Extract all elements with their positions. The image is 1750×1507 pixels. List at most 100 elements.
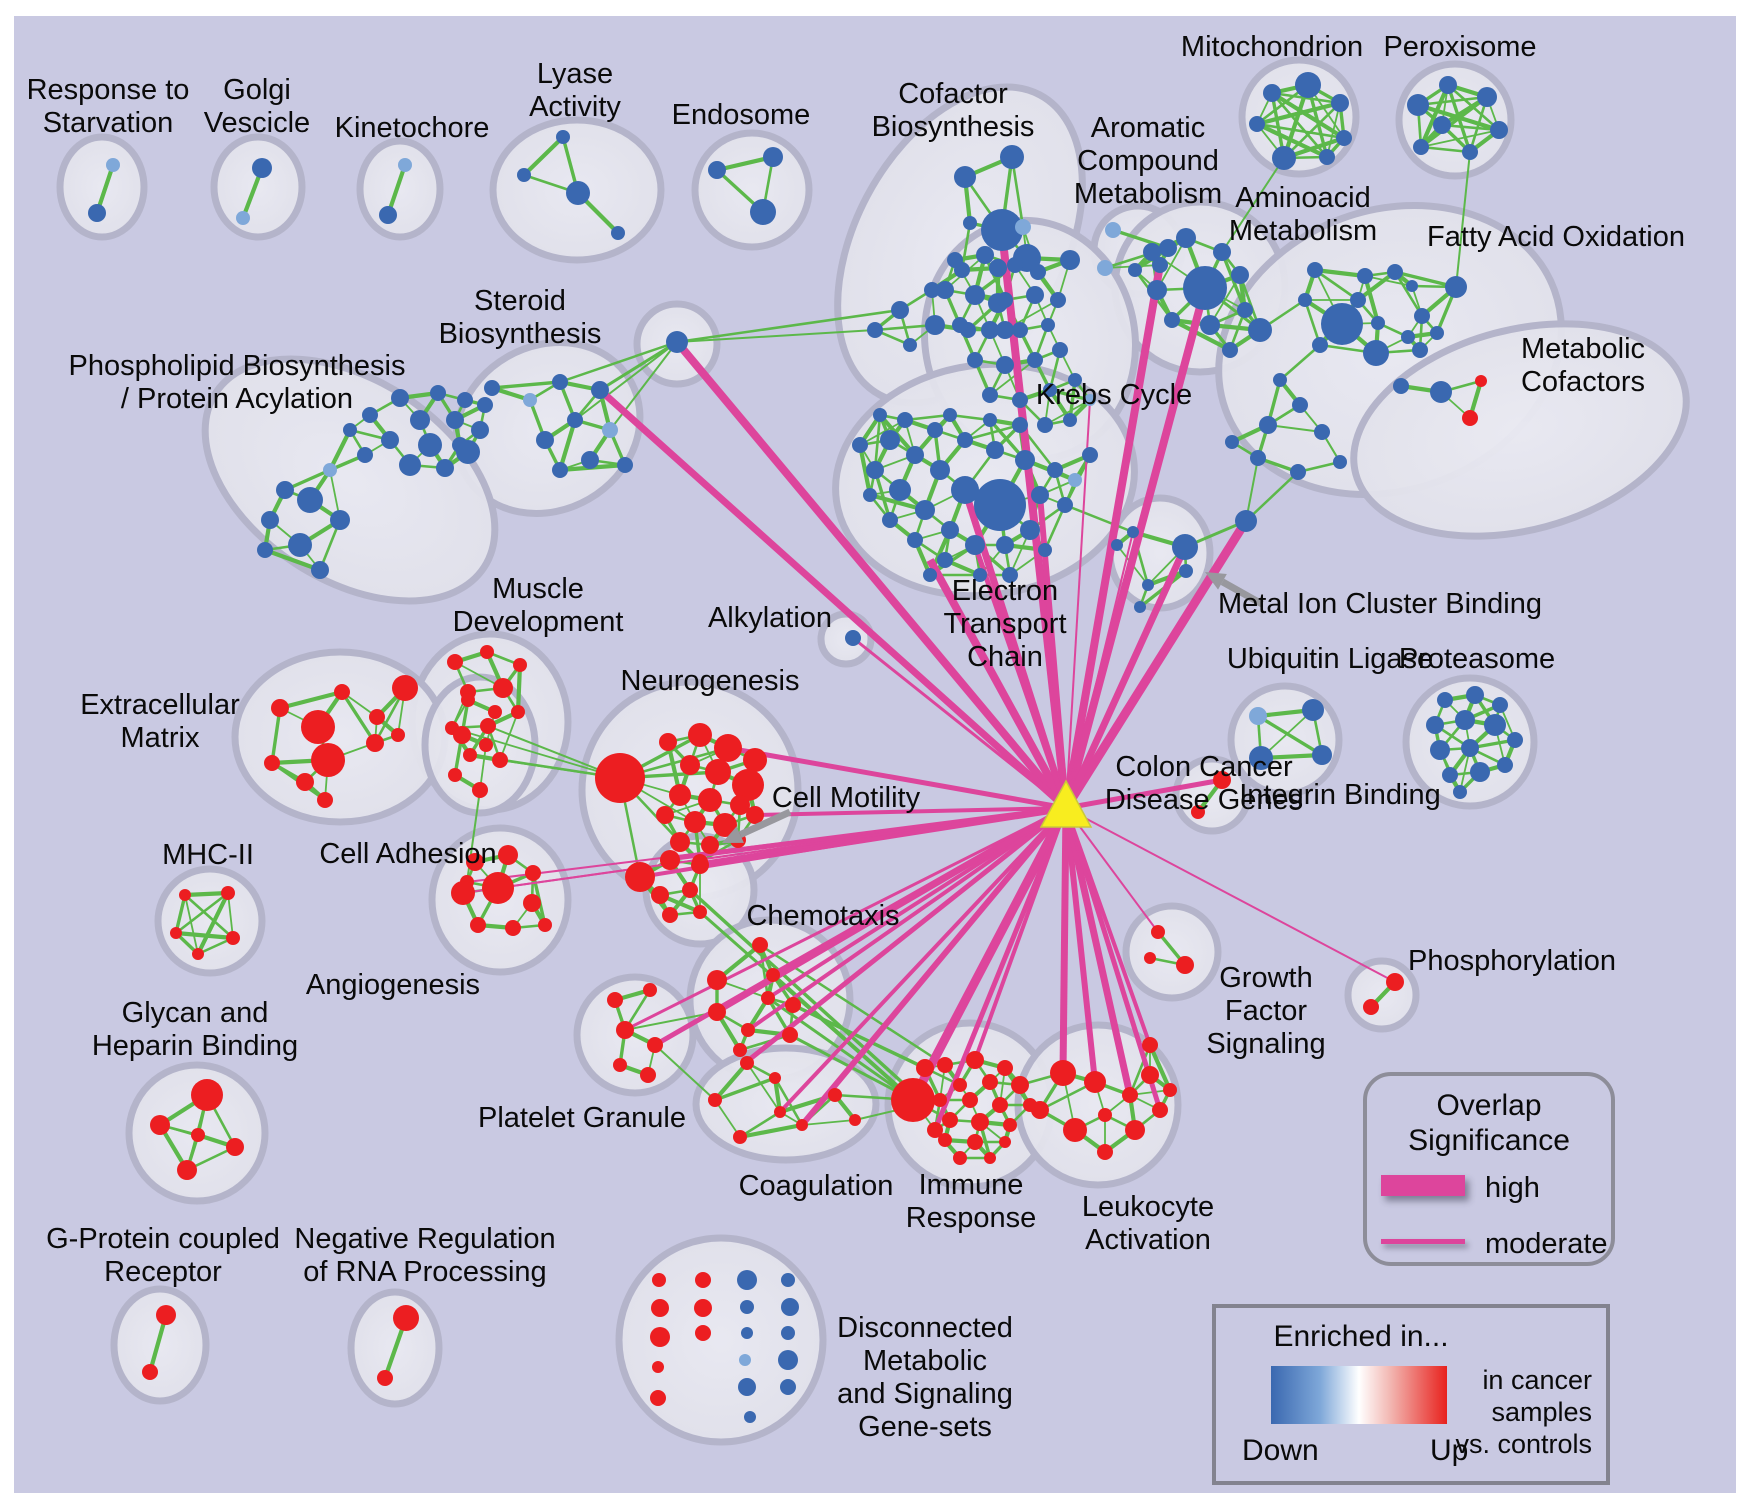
gene-set-node[interactable] <box>1057 497 1073 513</box>
gene-set-node[interactable] <box>377 1370 393 1386</box>
gene-set-node[interactable] <box>1147 280 1167 300</box>
gene-set-node[interactable] <box>1492 697 1508 713</box>
gene-set-node[interactable] <box>1406 280 1418 292</box>
gene-set-node[interactable] <box>1127 526 1139 538</box>
gene-set-node[interactable] <box>996 356 1014 374</box>
gene-set-node[interactable] <box>1312 337 1328 353</box>
gene-set-node[interactable] <box>1430 740 1450 760</box>
gene-set-node[interactable] <box>552 462 568 478</box>
gene-set-node[interactable] <box>891 1078 935 1122</box>
gene-set-node[interactable] <box>873 408 887 422</box>
gene-set-node[interactable] <box>556 130 570 144</box>
gene-set-node[interactable] <box>1084 1071 1106 1093</box>
gene-set-node[interactable] <box>446 411 464 429</box>
gene-set-node[interactable] <box>705 759 731 785</box>
gene-set-node[interactable] <box>907 532 923 548</box>
gene-set-node[interactable] <box>1164 312 1180 328</box>
gene-set-node[interactable] <box>391 389 409 407</box>
gene-set-node[interactable] <box>366 734 384 752</box>
gene-set-node[interactable] <box>942 1112 958 1128</box>
gene-set-node[interactable] <box>752 937 768 953</box>
gene-set-node[interactable] <box>659 733 677 751</box>
gene-set-node[interactable] <box>369 709 385 725</box>
gene-set-node[interactable] <box>965 285 985 305</box>
gene-set-node[interactable] <box>1235 510 1257 532</box>
gene-set-node[interactable] <box>1068 473 1082 487</box>
gene-set-node[interactable] <box>393 1305 419 1331</box>
gene-set-node[interactable] <box>781 1273 795 1287</box>
gene-set-node[interactable] <box>517 168 531 182</box>
gene-set-node[interactable] <box>1263 84 1281 102</box>
gene-set-node[interactable] <box>1248 318 1272 342</box>
gene-set-node[interactable] <box>781 1298 799 1316</box>
gene-set-node[interactable] <box>1111 539 1123 551</box>
gene-set-node[interactable] <box>701 836 719 854</box>
gene-set-node[interactable] <box>236 211 250 225</box>
gene-set-node[interactable] <box>882 512 898 528</box>
gene-set-node[interactable] <box>177 1160 197 1180</box>
gene-set-node[interactable] <box>451 881 475 905</box>
gene-set-node[interactable] <box>698 788 722 812</box>
gene-set-node[interactable] <box>730 795 750 815</box>
gene-set-node[interactable] <box>591 381 609 399</box>
gene-set-node[interactable] <box>662 907 678 923</box>
gene-set-node[interactable] <box>740 1300 754 1314</box>
gene-set-node[interactable] <box>693 905 707 919</box>
gene-set-node[interactable] <box>656 806 674 824</box>
gene-set-node[interactable] <box>1250 450 1266 466</box>
gene-set-node[interactable] <box>466 853 484 871</box>
gene-set-node[interactable] <box>1031 486 1049 504</box>
gene-set-node[interactable] <box>1475 375 1487 387</box>
gene-set-node[interactable] <box>1050 1060 1076 1086</box>
gene-set-node[interactable] <box>738 1378 756 1396</box>
gene-set-node[interactable] <box>774 1106 786 1118</box>
gene-set-node[interactable] <box>471 421 489 439</box>
gene-set-node[interactable] <box>607 992 623 1008</box>
gene-set-node[interactable] <box>737 1270 757 1290</box>
gene-set-node[interactable] <box>142 1364 158 1380</box>
gene-set-node[interactable] <box>1015 219 1031 235</box>
gene-set-node[interactable] <box>927 1122 943 1138</box>
gene-set-node[interactable] <box>957 432 973 448</box>
gene-set-node[interactable] <box>652 1273 666 1287</box>
gene-set-node[interactable] <box>707 970 727 990</box>
gene-set-node[interactable] <box>482 872 514 904</box>
gene-set-node[interactable] <box>1477 87 1497 107</box>
gene-set-node[interactable] <box>1290 464 1306 480</box>
gene-set-node[interactable] <box>933 1093 947 1107</box>
gene-set-node[interactable] <box>1026 286 1044 304</box>
gene-set-node[interactable] <box>976 246 994 264</box>
gene-set-node[interactable] <box>1231 266 1249 284</box>
gene-set-node[interactable] <box>695 1325 711 1341</box>
gene-set-node[interactable] <box>1128 263 1142 277</box>
gene-set-node[interactable] <box>611 226 625 240</box>
gene-set-node[interactable] <box>1143 243 1161 261</box>
gene-set-node[interactable] <box>297 487 323 513</box>
gene-set-node[interactable] <box>264 755 280 771</box>
gene-set-node[interactable] <box>1461 739 1479 757</box>
gene-set-node[interactable] <box>617 457 633 473</box>
gene-set-node[interactable] <box>436 459 454 477</box>
gene-set-node[interactable] <box>952 317 968 333</box>
gene-set-node[interactable] <box>453 726 471 744</box>
gene-set-node[interactable] <box>781 1326 795 1340</box>
gene-set-node[interactable] <box>924 282 940 298</box>
gene-set-node[interactable] <box>311 561 329 579</box>
gene-set-node[interactable] <box>1020 520 1040 540</box>
gene-set-node[interactable] <box>311 743 345 777</box>
gene-set-node[interactable] <box>1497 757 1513 773</box>
gene-set-node[interactable] <box>769 1072 781 1084</box>
gene-set-node[interactable] <box>863 488 877 502</box>
gene-set-node[interactable] <box>1307 262 1323 278</box>
gene-set-node[interactable] <box>1249 116 1265 132</box>
gene-set-node[interactable] <box>1082 447 1098 463</box>
gene-set-node[interactable] <box>418 433 442 457</box>
gene-set-node[interactable] <box>552 374 568 390</box>
gene-set-node[interactable] <box>1298 293 1312 307</box>
gene-set-node[interactable] <box>1003 1118 1017 1132</box>
gene-set-node[interactable] <box>1387 264 1403 280</box>
gene-set-node[interactable] <box>906 446 924 464</box>
gene-set-node[interactable] <box>889 479 911 501</box>
gene-set-node[interactable] <box>1163 1083 1177 1097</box>
gene-set-node[interactable] <box>650 1327 670 1347</box>
